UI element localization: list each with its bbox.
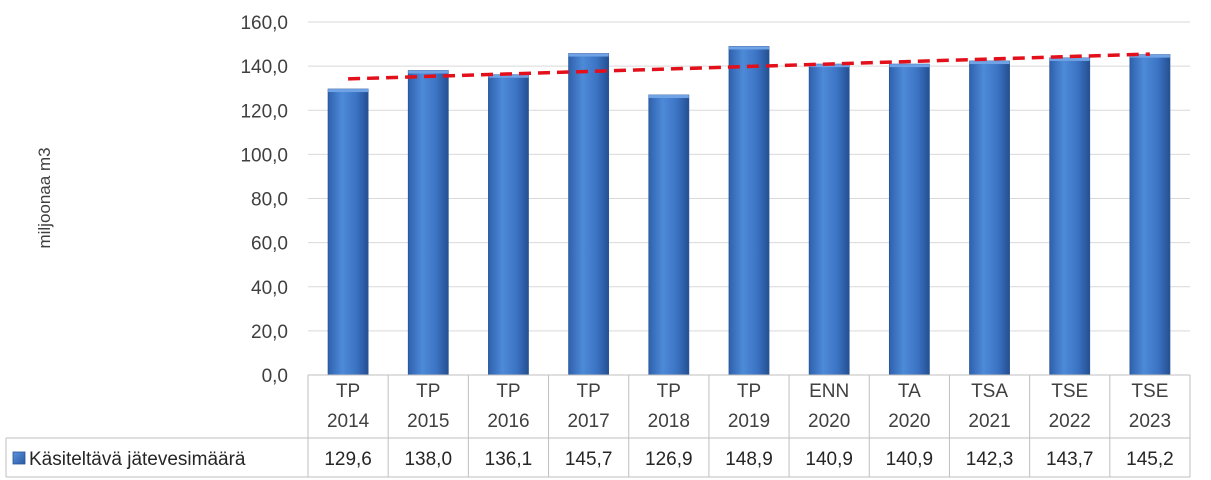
y-axis-tick-labels: 0,0 20,0 40,0 60,0 80,0 100,0 120,0 140,0 160,0 — [240, 13, 288, 387]
data-table-value: 140,9 — [805, 449, 853, 470]
bar-top-highlight — [328, 89, 369, 93]
bar — [969, 60, 1010, 376]
category-label: TP — [336, 381, 360, 402]
category-label: ENN — [809, 381, 849, 402]
y-tick-label: 140,0 — [240, 57, 288, 78]
bar — [488, 74, 529, 376]
bar-top-highlight — [1049, 57, 1090, 61]
data-table-value: 138,0 — [404, 449, 452, 470]
category-label: 2023 — [1129, 411, 1171, 432]
legend-series-name: Käsiteltävä jätevesimäärä — [29, 449, 246, 470]
y-axis-label: miljoonaa m3 — [35, 147, 54, 248]
category-label: 2018 — [648, 411, 690, 432]
bar — [648, 94, 690, 376]
category-label: 2015 — [407, 411, 449, 432]
bar — [1049, 57, 1091, 376]
data-table-value: 145,2 — [1126, 449, 1174, 470]
bar-top-highlight — [729, 46, 769, 50]
category-label: 2017 — [567, 411, 609, 432]
bar — [568, 53, 610, 376]
bar — [888, 63, 930, 376]
category-label: TP — [657, 381, 681, 402]
category-label: 2021 — [968, 411, 1010, 432]
category-label: TSA — [971, 381, 1008, 402]
data-table-value: 142,3 — [966, 449, 1014, 470]
y-tick-label: 120,0 — [240, 101, 288, 122]
data-table-value: 148,9 — [725, 449, 773, 470]
y-tick-label: 160,0 — [240, 13, 288, 34]
category-label: 2020 — [808, 411, 850, 432]
category-label: TP — [496, 381, 520, 402]
bar-top-highlight — [1129, 54, 1170, 58]
category-label: TSE — [1051, 381, 1088, 402]
bars — [327, 46, 1171, 376]
category-label: 2016 — [487, 411, 529, 432]
data-table: TP 2014 TP 2015 TP 2016 TP 2017 TP 2018 TP 2019 ENN 2… — [5, 374, 1191, 478]
y-tick-label: 80,0 — [251, 190, 288, 211]
data-table-value: 143,7 — [1046, 449, 1094, 470]
category-label: 2020 — [888, 411, 930, 432]
bar-top-highlight — [889, 64, 930, 68]
bar-top-highlight — [648, 95, 689, 99]
data-table-value: 145,7 — [565, 449, 613, 470]
bar — [1129, 54, 1171, 376]
data-table-value: 140,9 — [886, 449, 934, 470]
category-label: TSE — [1131, 381, 1168, 402]
legend-swatch — [12, 451, 26, 465]
category-label: TP — [737, 381, 761, 402]
bar — [728, 46, 770, 376]
data-table-value: 126,9 — [645, 449, 693, 470]
y-tick-label: 100,0 — [240, 145, 288, 166]
bar-top-highlight — [568, 53, 609, 57]
category-label: 2022 — [1049, 411, 1091, 432]
category-label: 2014 — [327, 411, 370, 432]
category-label: 2019 — [728, 411, 770, 432]
bar-top-highlight — [408, 70, 449, 74]
y-tick-label: 0,0 — [262, 366, 288, 387]
bar — [327, 88, 369, 376]
y-tick-label: 60,0 — [251, 234, 288, 255]
data-table-value: 136,1 — [485, 449, 533, 470]
data-table-value: 129,6 — [324, 449, 372, 470]
category-label: TP — [416, 381, 440, 402]
trendline-path — [348, 52, 1150, 81]
bar — [407, 70, 449, 376]
y-tick-label: 40,0 — [251, 278, 288, 299]
category-label: TP — [576, 381, 600, 402]
category-label: TA — [898, 381, 921, 402]
trendline — [348, 52, 1150, 81]
bar-top-highlight — [969, 61, 1010, 65]
y-tick-label: 20,0 — [251, 322, 288, 343]
bar-top-highlight — [488, 74, 529, 78]
bar — [808, 63, 850, 376]
